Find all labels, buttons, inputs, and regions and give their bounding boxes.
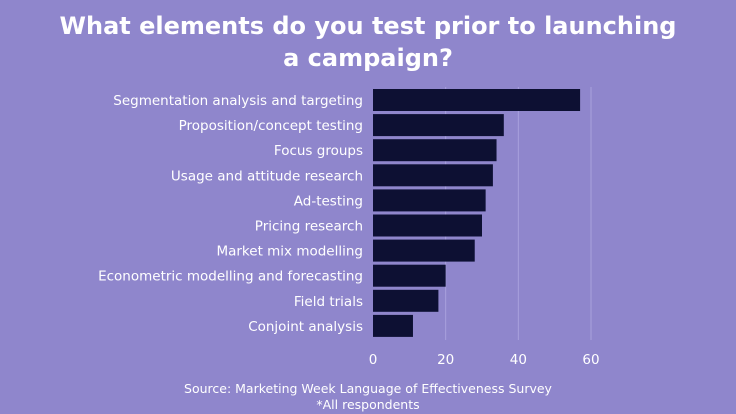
- bar: [373, 315, 413, 337]
- source-text: Source: Marketing Week Language of Effec…: [0, 381, 736, 397]
- category-label: Field trials: [294, 294, 363, 310]
- category-label: Market mix modelling: [216, 244, 363, 260]
- category-label: Conjoint analysis: [248, 319, 363, 335]
- bar: [373, 139, 497, 161]
- source-note: Source: Marketing Week Language of Effec…: [0, 381, 736, 413]
- bar: [373, 114, 504, 136]
- category-label: Usage and attitude research: [171, 168, 363, 184]
- bar: [373, 164, 493, 186]
- bar: [373, 265, 446, 287]
- bar: [373, 215, 482, 237]
- category-label: Proposition/concept testing: [179, 118, 363, 134]
- x-tick-label: 60: [582, 352, 599, 368]
- tick-label-layer: 0 20 40 60: [369, 352, 600, 368]
- category-label: Pricing research: [255, 219, 363, 235]
- category-label-layer: Segmentation analysis and targeting Propo…: [98, 93, 363, 335]
- bar: [373, 240, 475, 262]
- x-tick-label: 0: [369, 352, 378, 368]
- category-label: Focus groups: [274, 143, 363, 159]
- category-label: Econometric modelling and forecasting: [98, 269, 363, 285]
- x-tick-label: 20: [437, 352, 454, 368]
- respondents-note: *All respondents: [0, 397, 736, 413]
- bar: [373, 189, 486, 211]
- bar: [373, 89, 580, 111]
- category-label: Segmentation analysis and targeting: [113, 93, 363, 109]
- bar-layer: [373, 89, 580, 337]
- category-label: Ad-testing: [294, 193, 363, 209]
- x-tick-label: 40: [510, 352, 527, 368]
- bar: [373, 290, 438, 312]
